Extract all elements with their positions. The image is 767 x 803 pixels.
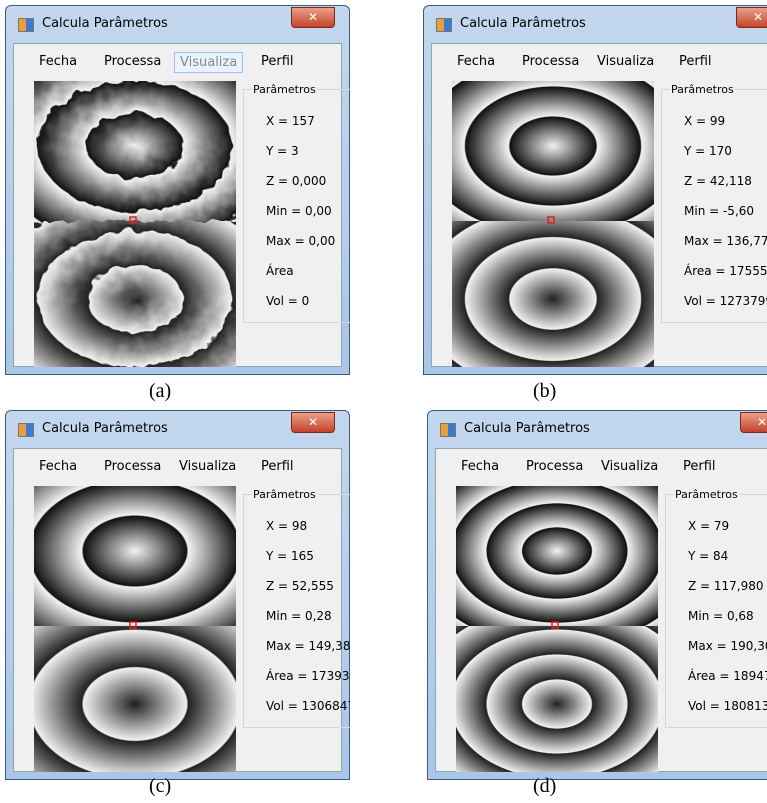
menu-item[interactable]: Processa [99,52,166,71]
parameter: Y = 84 [688,549,728,563]
parameter: Min = 0,28 [266,609,332,623]
parameter: X = 79 [688,519,729,533]
group-title: Parâmetros [674,488,739,501]
window: Calcula Parâmetros ✕ Fecha Processa Visualiz… [423,5,767,375]
client-area: Fecha Processa Visualiza Perfil X = 157 Y = … [13,43,342,367]
parameter: Max = 136,77 [684,234,767,248]
parameter: Vol = 0 [266,294,309,308]
caption: (c) [149,775,171,798]
menu-item[interactable]: Fecha [34,457,82,476]
client-area: Fecha Processa Visualiza Perfil X = 79 Y = 8… [435,448,767,772]
parameter: X = 98 [266,519,307,533]
window-clip: Calcula Parâmetros ✕ Fecha Processa Visualiz… [5,410,350,782]
parameter: X = 99 [684,114,725,128]
parameter: Vol = 1808137 [688,699,767,713]
menu-item[interactable]: Perfil [678,457,721,476]
menu-item[interactable]: Perfil [674,52,717,71]
parameter: Z = 52,555 [266,579,334,593]
group-box: X = 98 Y = 165 Z = 52,555 Min = 0,28 Max = 1… [243,494,350,728]
caption: (a) [149,380,171,403]
menu-item[interactable]: Fecha [456,457,504,476]
window-clip: Calcula Parâmetros ✕ Fecha Processa Visualiz… [427,410,767,782]
menu-item[interactable]: Perfil [256,457,299,476]
client-area: Fecha Processa Visualiza Perfil X = 99 Y = 1… [431,43,767,367]
caption: (d) [533,775,556,798]
close-button[interactable]: ✕ [740,412,767,433]
menu-item[interactable]: Visualiza [596,457,663,476]
window: Calcula Parâmetros ✕ Fecha Processa Visualiz… [5,410,350,780]
group-box: X = 157 Y = 3 Z = 0,000 Min = 0,00 Max = 0,0… [243,89,350,323]
group-title: Parâmetros [252,83,317,96]
parameter: Z = 117,980 [688,579,764,593]
window-title: Calcula Parâmetros [42,421,168,436]
parameter: Y = 165 [266,549,314,563]
parameter: Max = 149,38 [266,639,350,653]
group-title: Parâmetros [252,488,317,501]
menu-item[interactable]: Perfil [256,52,299,71]
group-box: X = 79 Y = 84 Z = 117,980 Min = 0,68 Max = 1… [665,494,767,728]
parameter: Min = 0,68 [688,609,754,623]
menu-item[interactable]: Fecha [452,52,500,71]
window-icon [18,423,34,437]
group-title: Parâmetros [670,83,735,96]
caption: (b) [533,380,556,403]
menu-item[interactable]: Visualiza [174,457,241,476]
close-button[interactable]: ✕ [291,7,335,28]
parameter: Z = 42,118 [684,174,752,188]
window-icon [18,18,34,32]
menu-item[interactable]: Processa [521,457,588,476]
menu-item[interactable]: Visualiza [174,52,243,73]
parameter: Área = 17393 [266,669,349,683]
fringe-image [452,81,654,367]
menu-item[interactable]: Fecha [34,52,82,71]
parameter: Y = 3 [266,144,299,158]
parameter: Max = 190,30 [688,639,767,653]
menu-item[interactable]: Processa [517,52,584,71]
close-button[interactable]: ✕ [291,412,335,433]
window-icon [440,423,456,437]
window-title: Calcula Parâmetros [460,16,586,31]
client-area: Fecha Processa Visualiza Perfil X = 98 Y = 1… [13,448,342,772]
parameter: Z = 0,000 [266,174,326,188]
window-icon [436,18,452,32]
parameter: Área [266,264,294,278]
parameter: Área = 18947 [688,669,767,683]
window-title: Calcula Parâmetros [42,16,168,31]
menu-item[interactable]: Visualiza [592,52,659,71]
fringe-image [34,81,236,367]
menu-item[interactable]: Processa [99,457,166,476]
parameter: Y = 170 [684,144,732,158]
window-title: Calcula Parâmetros [464,421,590,436]
parameter: Vol = 1273799 [684,294,767,308]
parameter: Max = 0,00 [266,234,335,248]
parameter: Min = -5,60 [684,204,754,218]
parameter: Min = 0,00 [266,204,332,218]
parameter: X = 157 [266,114,315,128]
fringe-image [456,486,658,772]
close-button[interactable]: ✕ [736,7,767,28]
figure: (() => { const data = JSON.parse(documen… [0,0,767,803]
parameter: Área = 17555 [684,264,767,278]
parameter: Vol = 1306847 [266,699,350,713]
window-clip: Calcula Parâmetros ✕ Fecha Processa Visualiz… [423,5,767,377]
window-clip: Calcula Parâmetros ✕ Fecha Processa Visualiz… [5,5,350,377]
window: Calcula Parâmetros ✕ Fecha Processa Visualiz… [427,410,767,780]
group-box: X = 99 Y = 170 Z = 42,118 Min = -5,60 Max = … [661,89,767,323]
fringe-image [34,486,236,772]
window: Calcula Parâmetros ✕ Fecha Processa Visualiz… [5,5,350,375]
